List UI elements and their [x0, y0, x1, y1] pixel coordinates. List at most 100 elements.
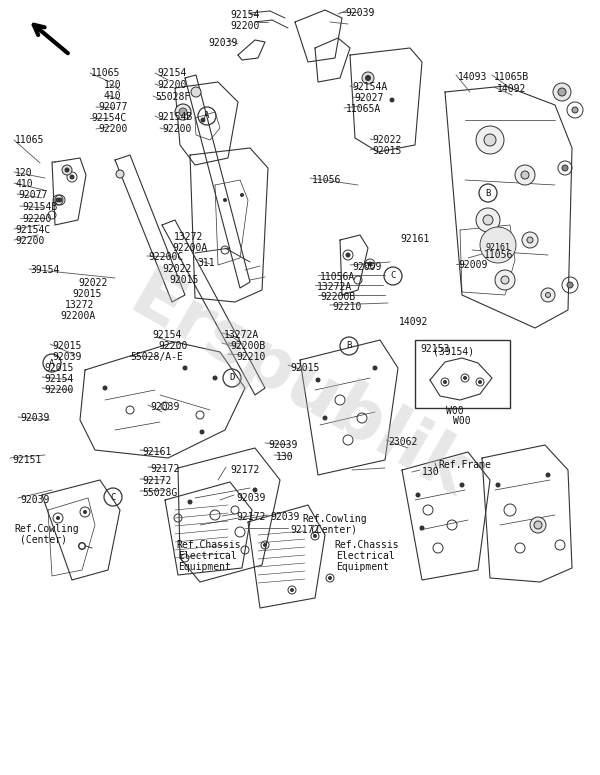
Circle shape: [527, 237, 533, 243]
Circle shape: [253, 487, 257, 492]
Text: 130: 130: [276, 452, 293, 462]
Text: 92151: 92151: [12, 455, 41, 465]
Text: 92154: 92154: [152, 330, 181, 340]
Text: 92077: 92077: [18, 190, 47, 200]
Circle shape: [175, 104, 191, 120]
Circle shape: [534, 521, 542, 529]
Text: 92039: 92039: [52, 352, 82, 362]
Text: (39154): (39154): [433, 346, 474, 356]
Circle shape: [79, 543, 85, 549]
Circle shape: [368, 262, 372, 266]
Text: 130: 130: [422, 467, 440, 477]
Text: 92039: 92039: [270, 512, 299, 522]
Circle shape: [182, 366, 187, 370]
Circle shape: [373, 366, 377, 370]
Circle shape: [212, 376, 218, 381]
Text: 410: 410: [15, 179, 32, 189]
Text: 92154B: 92154B: [157, 112, 192, 122]
Text: 92039: 92039: [268, 440, 298, 450]
Text: A: A: [205, 112, 209, 120]
Text: 92200B: 92200B: [230, 341, 265, 351]
Text: 14092: 14092: [399, 317, 428, 327]
Circle shape: [103, 385, 107, 391]
Text: 92154: 92154: [230, 10, 259, 20]
Circle shape: [56, 516, 60, 520]
Text: 92039: 92039: [20, 495, 49, 505]
Text: Ref.Frame: Ref.Frame: [438, 460, 491, 470]
Circle shape: [58, 198, 62, 202]
Circle shape: [415, 492, 421, 498]
Text: 11056: 11056: [312, 175, 341, 185]
Text: 92161: 92161: [142, 447, 172, 457]
Text: 120: 120: [15, 168, 32, 178]
Text: 92172: 92172: [236, 512, 265, 522]
Text: 13272: 13272: [65, 300, 94, 310]
Circle shape: [323, 415, 328, 421]
Text: 92015: 92015: [52, 341, 82, 351]
Text: 92200A: 92200A: [60, 311, 95, 321]
Text: 92015: 92015: [372, 146, 401, 156]
Circle shape: [558, 88, 566, 96]
Text: 92039: 92039: [236, 493, 265, 503]
Text: 92022: 92022: [372, 135, 401, 145]
Circle shape: [545, 292, 551, 298]
Circle shape: [484, 134, 496, 146]
Text: 92154C: 92154C: [91, 113, 126, 123]
Text: 92172: 92172: [142, 476, 172, 486]
Text: 92077: 92077: [98, 102, 127, 112]
Text: 11065B: 11065B: [494, 72, 529, 82]
Circle shape: [522, 232, 538, 248]
Circle shape: [480, 227, 516, 263]
Circle shape: [116, 170, 124, 178]
Text: 14093: 14093: [458, 72, 487, 82]
Text: 92200: 92200: [157, 80, 187, 90]
Text: Ref.Cowling: Ref.Cowling: [14, 524, 79, 534]
Text: 92153: 92153: [420, 344, 449, 354]
Circle shape: [313, 534, 317, 538]
Text: 92200: 92200: [15, 236, 44, 246]
Text: 23062: 23062: [388, 437, 418, 447]
Text: 55028F: 55028F: [155, 92, 190, 102]
Circle shape: [460, 483, 464, 487]
Text: 55028/A-E: 55028/A-E: [130, 352, 183, 362]
Bar: [415, 340, 510, 408]
Text: 92009: 92009: [352, 262, 382, 272]
Text: 92172: 92172: [150, 464, 179, 474]
Text: Ref.Chassis: Ref.Chassis: [176, 540, 241, 550]
Text: 92022: 92022: [162, 264, 191, 274]
Text: 11065: 11065: [91, 68, 121, 78]
Text: B: B: [346, 342, 352, 350]
Text: 92022: 92022: [78, 278, 107, 288]
Text: Electrical: Electrical: [336, 551, 395, 561]
Circle shape: [530, 517, 546, 533]
Circle shape: [179, 108, 187, 116]
Circle shape: [476, 126, 504, 154]
Circle shape: [328, 576, 332, 580]
Text: 92015: 92015: [72, 289, 101, 299]
Text: 92161: 92161: [485, 243, 511, 253]
Text: C: C: [391, 271, 395, 281]
Text: 92200B: 92200B: [320, 292, 355, 302]
Text: 92210: 92210: [332, 302, 361, 312]
Circle shape: [562, 165, 568, 171]
Circle shape: [362, 72, 374, 84]
Text: 92039: 92039: [345, 8, 374, 18]
Circle shape: [572, 107, 578, 113]
Text: D: D: [229, 374, 235, 383]
Text: A: A: [49, 359, 55, 367]
Text: Equipment: Equipment: [178, 562, 231, 572]
Circle shape: [521, 171, 529, 179]
Circle shape: [365, 75, 371, 81]
Circle shape: [495, 270, 515, 290]
Circle shape: [346, 253, 350, 257]
Text: 92210: 92210: [236, 352, 265, 362]
Text: 13272: 13272: [174, 232, 203, 242]
Circle shape: [263, 543, 267, 547]
Text: 92154B: 92154B: [22, 202, 57, 212]
Text: 13272A: 13272A: [224, 330, 259, 340]
Circle shape: [65, 168, 69, 172]
Text: B: B: [485, 188, 491, 198]
Text: 92154: 92154: [44, 374, 73, 384]
Text: 92200: 92200: [44, 385, 73, 395]
Circle shape: [545, 473, 551, 477]
